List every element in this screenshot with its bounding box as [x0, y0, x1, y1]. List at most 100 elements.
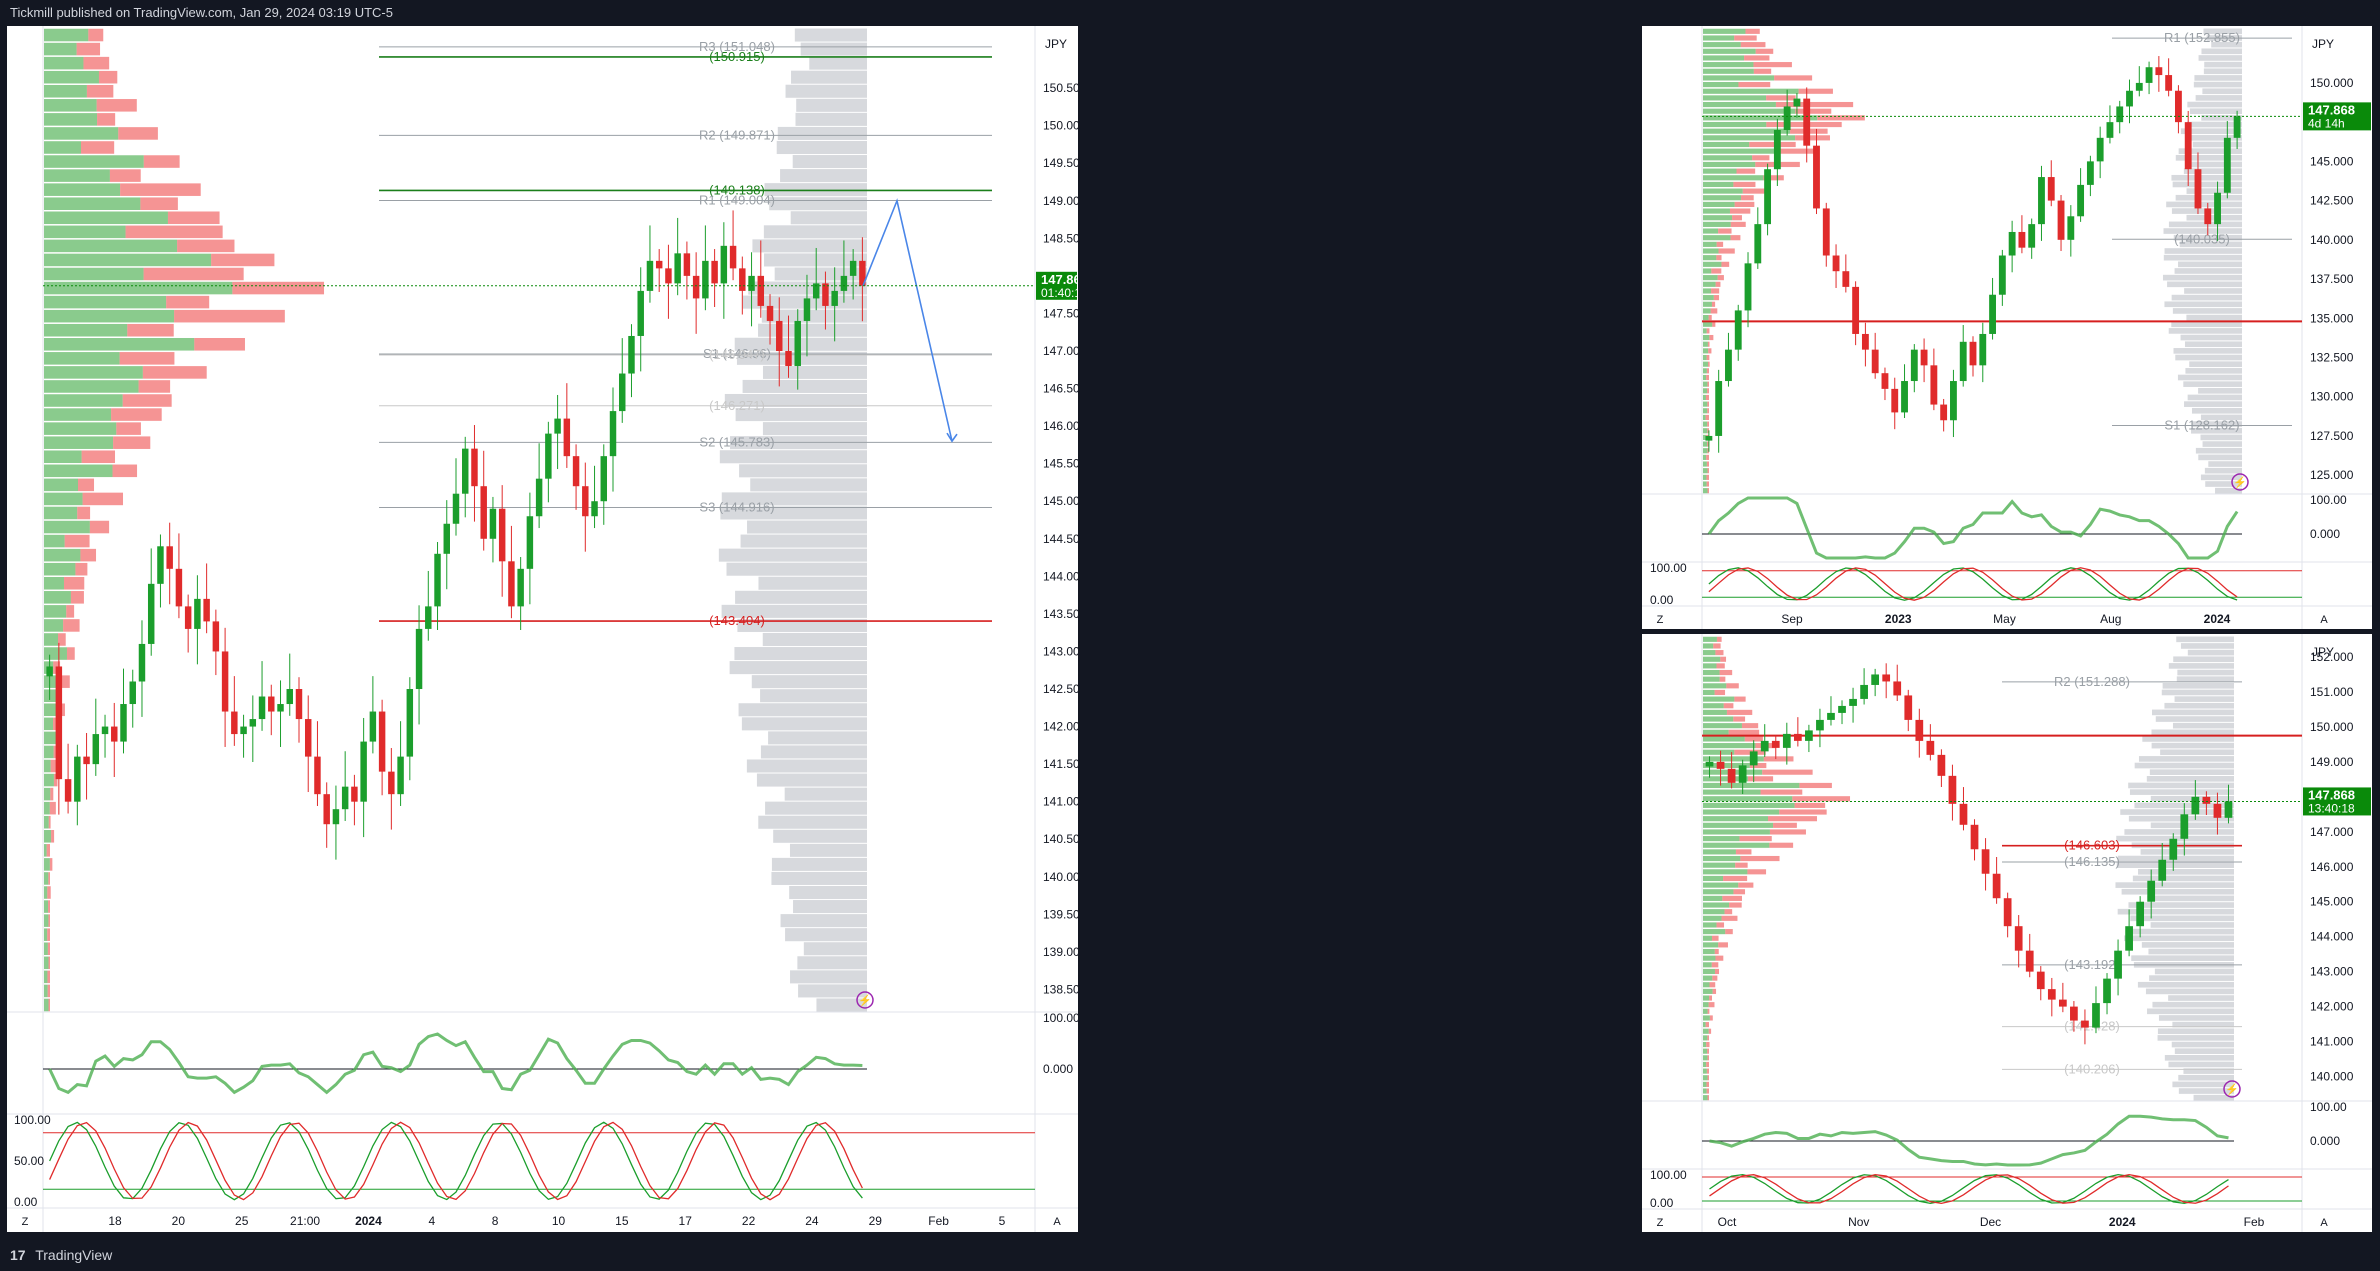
session-volume-bar [2189, 361, 2242, 368]
volume-profile-bar [1703, 348, 1709, 354]
candle-body [1782, 733, 1791, 748]
session-volume-bar [2195, 447, 2242, 454]
session-volume-bar [790, 211, 867, 225]
volume-profile-bar [1749, 141, 1796, 148]
volume-profile-bar [1775, 101, 1854, 108]
main-chart[interactable]: (150.915) (149.138) (143.404) R3 (151.048) R… [7, 26, 1078, 1232]
session-volume-bar [721, 604, 867, 618]
projection-path [862, 198, 953, 442]
volume-profile-bar [1703, 301, 1712, 307]
candle-body [1803, 98, 1811, 146]
volume-profile-bar [1749, 762, 1767, 769]
volume-profile-bar [1703, 468, 1708, 474]
volume-profile-bar [1703, 108, 1796, 114]
session-volume-bar [2178, 1074, 2234, 1081]
session-volume-bar [785, 84, 867, 98]
price-tick-label: 142.000 [1043, 720, 1078, 734]
volume-profile-bar [44, 225, 126, 239]
price-tick-label: 149.000 [2310, 755, 2354, 769]
volume-profile-bar [177, 239, 235, 253]
volume-profile-bar [1703, 982, 1710, 988]
price-level-label: S1 (146.96) [703, 346, 771, 361]
volume-profile-bar [1706, 1041, 1710, 1048]
candle-body [1760, 740, 1769, 752]
event-marker-icon [856, 991, 874, 1009]
time-tick-label: 22 [742, 1214, 756, 1228]
weekly-chart[interactable]: R1 (152.855) (140.035) S1 (128.162) 147.868… [1642, 26, 2372, 629]
main-chart-panel[interactable]: (150.915) (149.138) (143.404) R3 (151.048) R… [7, 26, 1078, 1232]
session-volume-bar [742, 379, 867, 393]
daily-chart[interactable]: R2 (151.288) (146.135)(146.603) (143.192) (… [1642, 634, 2372, 1232]
bottom-right-chart-panel[interactable]: R2 (151.288) (146.135) (146.603) (143.192) (… [1642, 634, 2372, 1232]
scale-z-button[interactable]: Z [22, 1216, 29, 1228]
scale-a-button[interactable]: A [1053, 1216, 1061, 1228]
candle-body [2067, 216, 2075, 240]
volume-profile-bar [1703, 842, 1770, 848]
candle-body [1832, 255, 1840, 272]
volume-profile-bar [1718, 248, 1735, 254]
volume-profile-bar [1703, 1028, 1709, 1034]
volume-profile-bar [1707, 1008, 1710, 1014]
session-volume-bar [2191, 421, 2242, 427]
session-volume-bar [2173, 234, 2242, 241]
oscillator-top-label: 100.000 [1043, 1011, 1078, 1025]
volume-profile-bar [211, 253, 275, 267]
volume-profile-bar [143, 267, 244, 281]
volume-profile-bar [1753, 68, 1772, 74]
volume-profile-bar [48, 900, 50, 913]
volume-profile-bar [44, 42, 77, 56]
volume-profile-bar [1706, 328, 1710, 334]
last-price-badge [2303, 787, 2371, 816]
candle-body [2213, 803, 2222, 818]
projection-arrowhead [946, 432, 958, 443]
session-volume-bar [776, 140, 867, 155]
volume-profile-bar [1703, 882, 1739, 888]
volume-profile-bar [46, 844, 50, 857]
price-tick-label: 143.000 [2310, 965, 2354, 979]
scale-a-button[interactable]: A [2320, 614, 2328, 626]
price-tick-label: 149.500 [1043, 156, 1078, 170]
time-tick-label: 5 [999, 1214, 1006, 1228]
volume-profile-bar [1703, 1015, 1710, 1021]
top-right-chart-panel[interactable]: R1 (152.855) (140.035) S1 (128.162) 147.868… [1642, 26, 2372, 629]
scale-a-button[interactable]: A [2320, 1217, 2328, 1229]
candle-body [1901, 381, 1908, 413]
scale-z-button[interactable]: Z [1657, 614, 1664, 626]
volume-profile-bar [1703, 35, 1735, 41]
volume-profile-bar [44, 858, 50, 871]
candle-body [388, 771, 395, 795]
session-volume-bar [2150, 822, 2234, 829]
candle-body [1871, 349, 1879, 374]
volume-profile-bar [109, 169, 141, 182]
session-volume-bar [760, 745, 867, 759]
volume-profile-bar [82, 492, 124, 506]
volume-profile-bar [1703, 281, 1716, 287]
candle-body [1940, 404, 1948, 421]
candle-body [720, 245, 728, 284]
stoch-label: 0.00 [1650, 1196, 1674, 1210]
price-level-label: (146.271) [709, 398, 765, 413]
volume-profile-bar [1707, 1048, 1709, 1054]
volume-profile-bar [1703, 822, 1774, 828]
volume-profile-bar [1703, 255, 1717, 261]
session-volume-bar [2173, 656, 2234, 663]
candle-body [323, 794, 330, 825]
session-volume-bar [2194, 75, 2242, 81]
scale-z-button[interactable]: Z [1657, 1217, 1664, 1229]
volume-profile-bar [44, 422, 117, 435]
brand-name[interactable]: TradingView [35, 1247, 113, 1263]
candle-body [2081, 1020, 2089, 1028]
volume-profile-bar [1703, 829, 1770, 835]
session-volume-bar [719, 450, 867, 464]
session-volume-bar [2171, 321, 2242, 328]
session-volume-bar [747, 520, 867, 534]
volume-profile-bar [63, 576, 85, 590]
candle-body [582, 486, 589, 517]
volume-profile-bar [1703, 756, 1764, 762]
oscillator-label: 0.000 [2310, 1134, 2340, 1148]
candle-body [766, 305, 774, 321]
lightning-icon: ⚡ [858, 994, 872, 1007]
candle-body [702, 260, 709, 299]
volume-profile-bar [1709, 334, 1714, 341]
candle-body [1915, 719, 1924, 741]
